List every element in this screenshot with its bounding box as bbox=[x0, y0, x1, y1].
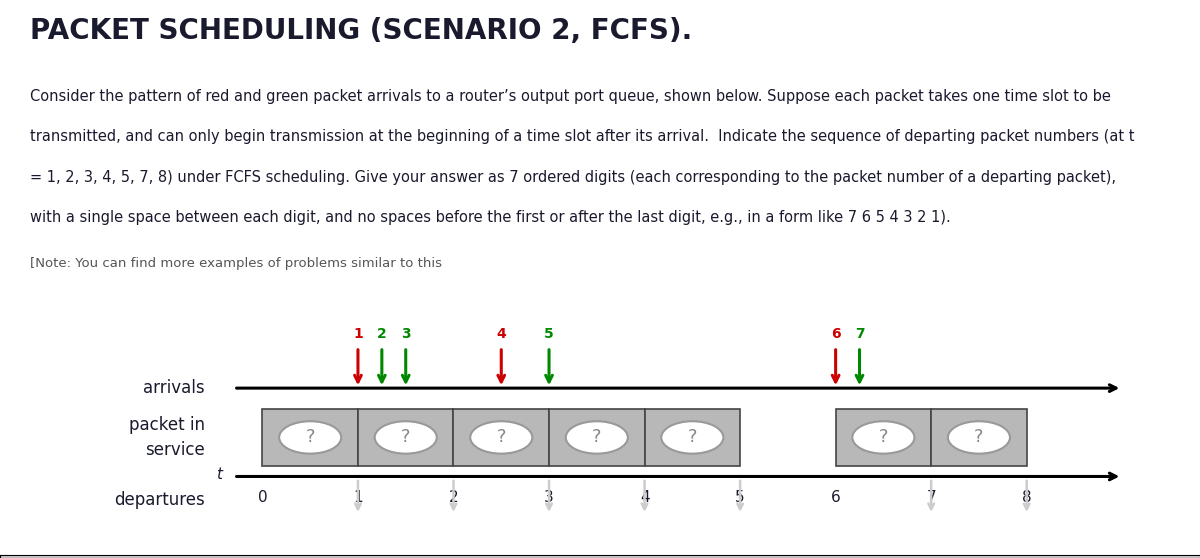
Text: 7: 7 bbox=[926, 490, 936, 505]
Text: 8: 8 bbox=[1022, 490, 1032, 505]
Bar bbox=[263, 408, 358, 466]
Text: transmitted, and can only begin transmission at the beginning of a time slot aft: transmitted, and can only begin transmis… bbox=[30, 129, 1134, 145]
Bar bbox=[931, 408, 1027, 466]
Text: = 1, 2, 3, 4, 5, 7, 8) under FCFS scheduling. Give your answer as 7 ordered digi: = 1, 2, 3, 4, 5, 7, 8) under FCFS schedu… bbox=[30, 170, 1116, 185]
Bar bbox=[550, 408, 644, 466]
Ellipse shape bbox=[948, 421, 1010, 454]
Text: ?: ? bbox=[974, 429, 984, 446]
Text: 0: 0 bbox=[258, 490, 268, 505]
Ellipse shape bbox=[565, 421, 628, 454]
Text: 3: 3 bbox=[401, 327, 410, 341]
Text: [Note: You can find more examples of problems similar to this: [Note: You can find more examples of pro… bbox=[30, 257, 446, 270]
Bar bbox=[835, 408, 931, 466]
Text: 2: 2 bbox=[377, 327, 386, 341]
Text: 6: 6 bbox=[830, 327, 840, 341]
Ellipse shape bbox=[661, 421, 724, 454]
Ellipse shape bbox=[852, 421, 914, 454]
Text: ?: ? bbox=[306, 429, 314, 446]
Text: arrivals: arrivals bbox=[144, 379, 205, 397]
Text: 1: 1 bbox=[353, 327, 362, 341]
Text: 4: 4 bbox=[497, 327, 506, 341]
Text: 5: 5 bbox=[736, 490, 745, 505]
Ellipse shape bbox=[470, 421, 533, 454]
Text: ?: ? bbox=[878, 429, 888, 446]
Ellipse shape bbox=[280, 421, 341, 454]
Text: 6: 6 bbox=[830, 490, 840, 505]
Text: 7: 7 bbox=[854, 327, 864, 341]
Bar bbox=[358, 408, 454, 466]
Text: 5: 5 bbox=[544, 327, 554, 341]
Ellipse shape bbox=[374, 421, 437, 454]
Text: 4: 4 bbox=[640, 490, 649, 505]
Text: PACKET SCHEDULING (SCENARIO 2, FCFS).: PACKET SCHEDULING (SCENARIO 2, FCFS). bbox=[30, 17, 692, 45]
Text: ?: ? bbox=[592, 429, 601, 446]
Text: ?: ? bbox=[688, 429, 697, 446]
Text: 2: 2 bbox=[449, 490, 458, 505]
Text: ?: ? bbox=[401, 429, 410, 446]
Text: departures: departures bbox=[114, 491, 205, 509]
Bar bbox=[644, 408, 740, 466]
Text: packet in
service: packet in service bbox=[130, 416, 205, 459]
Bar bbox=[454, 408, 550, 466]
Text: with a single space between each digit, and no spaces before the first or after : with a single space between each digit, … bbox=[30, 210, 950, 225]
Text: 1: 1 bbox=[353, 490, 362, 505]
Text: 3: 3 bbox=[544, 490, 554, 505]
Text: t: t bbox=[216, 468, 222, 483]
Text: ?: ? bbox=[497, 429, 506, 446]
Text: Consider the pattern of red and green packet arrivals to a router’s output port : Consider the pattern of red and green pa… bbox=[30, 89, 1111, 104]
